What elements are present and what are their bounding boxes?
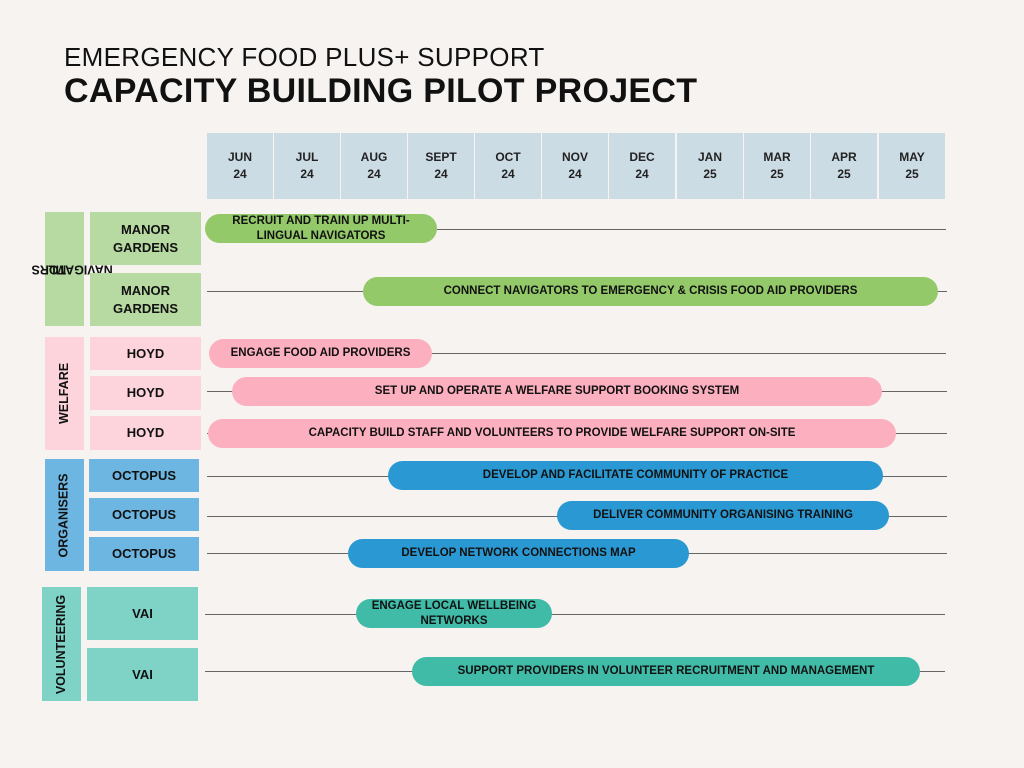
timeline-line bbox=[205, 614, 945, 615]
org-label: HOYD bbox=[90, 376, 201, 410]
org-label: OCTOPUS bbox=[89, 498, 199, 531]
year-label: 25 bbox=[837, 167, 851, 181]
task-bar: DEVELOP NETWORK CONNECTIONS MAP bbox=[348, 539, 689, 568]
task-bar: ENGAGE FOOD AID PROVIDERS bbox=[209, 339, 432, 368]
month-header-jan: JAN 25 bbox=[677, 133, 743, 199]
task-bar: DELIVER COMMUNITY ORGANISING TRAINING bbox=[557, 501, 889, 530]
org-label: HOYD bbox=[90, 337, 201, 370]
org-label: OCTOPUS bbox=[89, 459, 199, 492]
group-organisers: ORGANISERS bbox=[45, 459, 84, 571]
month-label: NOV bbox=[561, 150, 588, 164]
org-label: MANOR GARDENS bbox=[90, 273, 201, 326]
org-label: HOYD bbox=[90, 416, 201, 450]
month-header-may: MAY 25 bbox=[879, 133, 945, 199]
task-bar: DEVELOP AND FACILITATE COMMUNITY OF PRAC… bbox=[388, 461, 883, 490]
month-header-oct: OCT 24 bbox=[475, 133, 541, 199]
month-header-mar: MAR 25 bbox=[744, 133, 810, 199]
group-volunteering: VOLUNTEERING bbox=[42, 587, 81, 701]
org-label: MANOR GARDENS bbox=[90, 212, 201, 265]
month-header-jul: JUL 24 bbox=[274, 133, 340, 199]
year-label: 24 bbox=[233, 167, 247, 181]
group-ml-navigators: ML NAVIGATORS bbox=[31, 212, 113, 326]
org-label: OCTOPUS bbox=[89, 537, 199, 571]
title-line-1: EMERGENCY FOOD PLUS+ SUPPORT bbox=[64, 42, 545, 72]
month-label: MAY bbox=[899, 150, 925, 164]
group-welfare: WELFARE bbox=[45, 337, 84, 450]
month-header-jun: JUN 24 bbox=[207, 133, 273, 199]
month-label: SEPT bbox=[425, 150, 457, 164]
year-label: 24 bbox=[568, 167, 582, 181]
task-bar: SUPPORT PROVIDERS IN VOLUNTEER RECRUITME… bbox=[412, 657, 920, 686]
timeline-line bbox=[437, 229, 946, 230]
year-label: 24 bbox=[300, 167, 314, 181]
month-header-apr: APR 25 bbox=[811, 133, 877, 199]
org-label: VAI bbox=[87, 587, 198, 640]
month-header-sept: SEPT 24 bbox=[408, 133, 474, 199]
group-label: WELFARE bbox=[57, 362, 72, 425]
month-header-dec: DEC 24 bbox=[609, 133, 675, 199]
group-label: VOLUNTEERING bbox=[54, 594, 68, 694]
task-bar: RECRUIT AND TRAIN UP MULTI-LINGUAL NAVIG… bbox=[205, 214, 437, 243]
task-bar: ENGAGE LOCAL WELLBEING NETWORKS bbox=[356, 599, 552, 628]
month-header-aug: AUG 24 bbox=[341, 133, 407, 199]
month-label: AUG bbox=[360, 150, 388, 164]
year-label: 25 bbox=[770, 167, 784, 181]
task-bar: SET UP AND OPERATE A WELFARE SUPPORT BOO… bbox=[232, 377, 882, 406]
year-label: 24 bbox=[434, 167, 448, 181]
org-label: VAI bbox=[87, 648, 198, 701]
task-bar: CONNECT NAVIGATORS TO EMERGENCY & CRISIS… bbox=[363, 277, 938, 306]
month-label: OCT bbox=[495, 150, 521, 164]
month-label: JAN bbox=[697, 150, 722, 164]
year-label: 25 bbox=[703, 167, 717, 181]
task-bar: CAPACITY BUILD STAFF AND VOLUNTEERS TO P… bbox=[208, 419, 896, 448]
year-label: 25 bbox=[905, 167, 919, 181]
month-label: APR bbox=[831, 150, 857, 164]
month-label: DEC bbox=[629, 150, 655, 164]
title-line-2: CAPACITY BUILDING PILOT PROJECT bbox=[64, 72, 698, 110]
month-label: JUL bbox=[295, 150, 319, 164]
year-label: 24 bbox=[635, 167, 649, 181]
group-label: ORGANISERS bbox=[57, 472, 72, 558]
timeline-line bbox=[430, 353, 946, 354]
year-label: 24 bbox=[501, 167, 515, 181]
month-label: MAR bbox=[763, 150, 791, 164]
year-label: 24 bbox=[367, 167, 381, 181]
month-header-nov: NOV 24 bbox=[542, 133, 608, 199]
month-label: JUN bbox=[227, 150, 252, 164]
